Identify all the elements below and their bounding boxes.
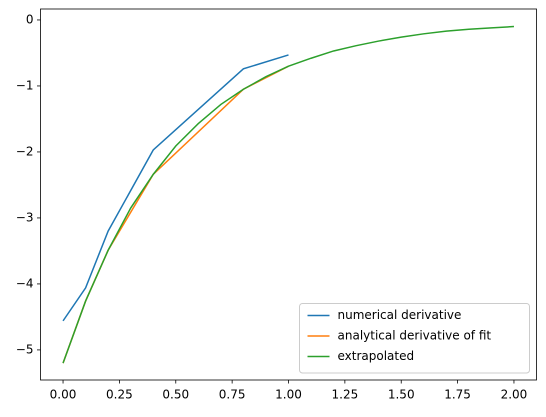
x-tick-label: 0.00 — [50, 388, 77, 402]
y-tick-label: −4 — [16, 276, 34, 290]
x-tick-label: 0.75 — [219, 388, 246, 402]
series-line — [62, 65, 289, 364]
y-tick-label: −3 — [16, 210, 34, 224]
y-tick-label: −1 — [16, 78, 34, 92]
y-tick-label: −2 — [16, 144, 34, 158]
series-line — [62, 25, 514, 364]
y-tick-label: 0 — [26, 12, 34, 26]
legend-label: numerical derivative — [338, 308, 462, 322]
x-tick-label: 2.00 — [501, 388, 528, 402]
series-line — [62, 54, 289, 322]
legend-label: analytical derivative of fit — [338, 329, 492, 343]
x-tick-label: 1.75 — [444, 388, 471, 402]
x-tick-label: 1.25 — [332, 388, 359, 402]
x-tick-label: 0.50 — [162, 388, 189, 402]
y-tick-label: −5 — [16, 342, 34, 356]
x-tick-label: 0.25 — [106, 388, 133, 402]
legend-label: extrapolated — [338, 349, 415, 363]
legend-box — [299, 303, 530, 374]
x-tick-label: 1.00 — [275, 388, 302, 402]
x-tick-label: 1.50 — [388, 388, 415, 402]
